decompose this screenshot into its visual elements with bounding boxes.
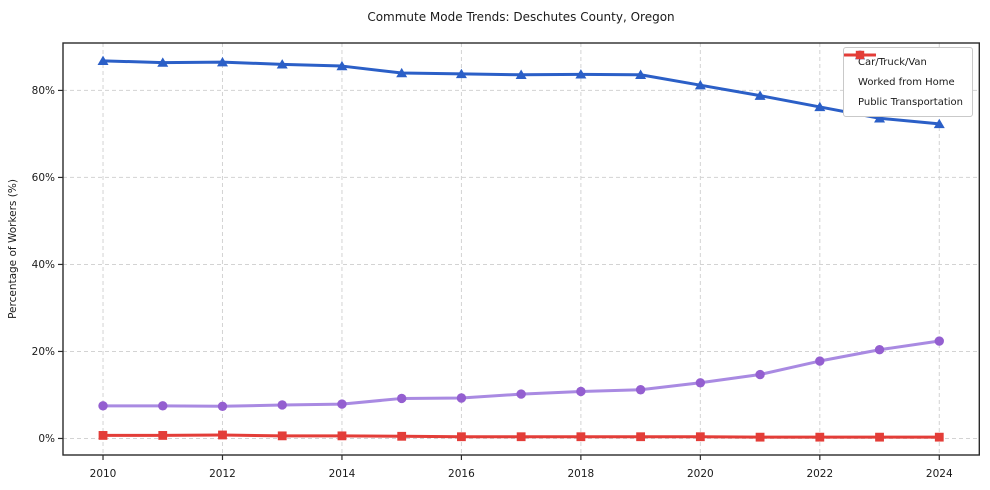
y-tick-label: 60%	[32, 172, 55, 184]
marker-triangle	[874, 113, 886, 123]
marker-circle	[396, 393, 407, 404]
legend-label: Public Transportation	[858, 96, 963, 108]
marker-square	[457, 432, 466, 442]
x-tick-label: 2014	[329, 468, 356, 480]
marker-square	[397, 431, 407, 441]
marker-square	[875, 432, 884, 442]
x-tick-label: 2010	[90, 468, 117, 480]
marker-triangle	[216, 56, 228, 67]
legend-item-public-transportation: Public Transportation	[844, 50, 963, 111]
marker-square	[576, 432, 586, 442]
marker-triangle	[933, 118, 945, 129]
marker-triangle	[754, 90, 766, 100]
y-tick-label: 20%	[32, 346, 55, 358]
marker-triangle	[575, 69, 587, 79]
marker-circle	[277, 400, 287, 410]
marker-triangle	[97, 55, 109, 66]
marker-square	[218, 430, 227, 440]
legend-label: Worked from Home	[858, 76, 955, 88]
marker-square	[277, 431, 287, 441]
marker-circle	[576, 386, 586, 397]
marker-triangle	[635, 69, 647, 79]
marker-square	[98, 431, 108, 440]
legend-item-worked-from-home: Worked from Home	[844, 50, 963, 91]
chart-title: Commute Mode Trends: Deschutes County, O…	[367, 10, 675, 24]
marker-circle	[635, 385, 646, 395]
marker-circle	[337, 399, 347, 409]
x-tick-label: 2012	[209, 468, 236, 480]
marker-triangle	[396, 67, 408, 78]
axes-spines	[62, 42, 980, 456]
marker-circle	[815, 356, 825, 366]
marker-triangle	[455, 68, 467, 79]
marker-triangle	[694, 80, 706, 90]
marker-square	[815, 432, 825, 442]
marker-circle	[874, 345, 885, 355]
x-tick-label: 2020	[687, 468, 714, 480]
marker-circle	[934, 336, 944, 346]
marker-square	[934, 432, 944, 442]
marker-triangle	[336, 60, 348, 71]
marker-circle	[456, 393, 467, 403]
marker-square	[755, 432, 765, 442]
marker-triangle	[276, 59, 288, 69]
marker-circle	[755, 369, 765, 380]
y-tick-label: 80%	[32, 85, 55, 97]
y-tick-label: 40%	[32, 259, 55, 271]
x-tick-label: 2022	[806, 468, 833, 480]
marker-circle	[98, 401, 108, 411]
marker-circle	[695, 378, 706, 388]
marker-triangle	[515, 69, 527, 79]
y-tick-label: 0%	[38, 433, 55, 445]
marker-circle	[516, 389, 526, 399]
marker-square	[636, 432, 646, 442]
marker-square	[695, 432, 705, 442]
marker-triangle	[814, 101, 826, 112]
marker-circle	[217, 401, 228, 411]
x-tick-label: 2016	[448, 468, 475, 480]
marker-square	[158, 431, 168, 440]
marker-square	[516, 432, 526, 442]
marker-triangle	[157, 57, 169, 67]
legend: Car/Truck/Van Worked from Home Public Tran…	[843, 47, 973, 117]
marker-square	[337, 431, 347, 441]
legend-square-swatch	[844, 50, 877, 60]
x-tick-label: 2018	[568, 468, 595, 480]
marker-circle	[158, 401, 168, 411]
x-tick-label: 2024	[926, 468, 953, 480]
legend-label: Car/Truck/Van	[858, 56, 927, 68]
